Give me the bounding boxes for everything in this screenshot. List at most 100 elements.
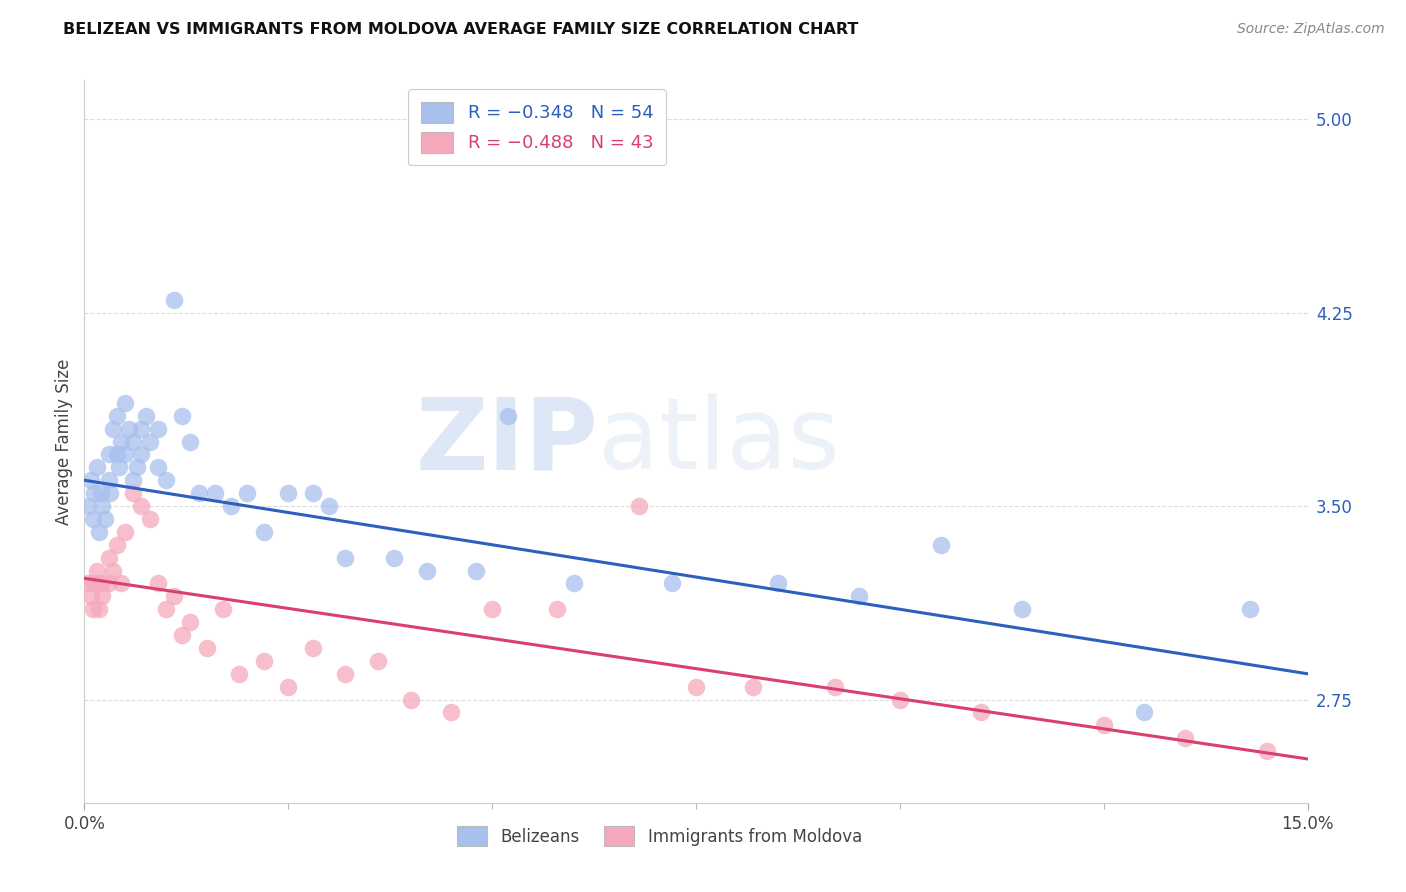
Point bbox=[546, 602, 568, 616]
Point bbox=[1092, 718, 1115, 732]
Point bbox=[1174, 731, 1197, 746]
Point bbox=[627, 499, 650, 513]
Point bbox=[1256, 744, 1278, 758]
Point bbox=[661, 576, 683, 591]
Point bbox=[97, 473, 120, 487]
Point bbox=[335, 666, 357, 681]
Point bbox=[848, 590, 870, 604]
Point bbox=[82, 512, 104, 526]
Point bbox=[416, 564, 439, 578]
Point bbox=[138, 434, 160, 449]
Point bbox=[87, 524, 110, 539]
Point bbox=[114, 396, 136, 410]
Point bbox=[80, 473, 103, 487]
Point bbox=[105, 447, 128, 461]
Text: ZIP: ZIP bbox=[415, 393, 598, 490]
Point bbox=[889, 692, 911, 706]
Point bbox=[83, 486, 105, 500]
Point bbox=[135, 409, 157, 423]
Y-axis label: Average Family Size: Average Family Size bbox=[55, 359, 73, 524]
Point bbox=[118, 422, 141, 436]
Point bbox=[101, 564, 124, 578]
Point bbox=[87, 602, 110, 616]
Point bbox=[146, 422, 169, 436]
Point bbox=[742, 680, 765, 694]
Point bbox=[824, 680, 846, 694]
Point bbox=[107, 460, 129, 475]
Point bbox=[127, 460, 149, 475]
Point bbox=[97, 550, 120, 565]
Point bbox=[481, 602, 503, 616]
Point bbox=[131, 447, 153, 461]
Point bbox=[83, 576, 105, 591]
Point bbox=[172, 628, 194, 642]
Point bbox=[685, 680, 707, 694]
Point bbox=[114, 447, 136, 461]
Point bbox=[766, 576, 789, 591]
Point bbox=[970, 706, 993, 720]
Point bbox=[335, 550, 357, 565]
Point bbox=[114, 524, 136, 539]
Point bbox=[219, 499, 242, 513]
Point bbox=[131, 499, 153, 513]
Point bbox=[1133, 706, 1156, 720]
Point bbox=[195, 640, 218, 655]
Point bbox=[253, 524, 276, 539]
Point bbox=[212, 602, 235, 616]
Point bbox=[179, 615, 201, 630]
Point bbox=[101, 422, 124, 436]
Text: BELIZEAN VS IMMIGRANTS FROM MOLDOVA AVERAGE FAMILY SIZE CORRELATION CHART: BELIZEAN VS IMMIGRANTS FROM MOLDOVA AVER… bbox=[63, 22, 859, 37]
Point bbox=[163, 590, 186, 604]
Point bbox=[179, 434, 201, 449]
Point bbox=[187, 486, 209, 500]
Point bbox=[277, 486, 299, 500]
Point bbox=[86, 564, 108, 578]
Point bbox=[122, 473, 145, 487]
Point bbox=[236, 486, 259, 500]
Point bbox=[301, 640, 323, 655]
Point bbox=[440, 706, 463, 720]
Point bbox=[90, 486, 112, 500]
Point bbox=[138, 512, 160, 526]
Point bbox=[1239, 602, 1261, 616]
Legend: Belizeans, Immigrants from Moldova: Belizeans, Immigrants from Moldova bbox=[450, 820, 869, 852]
Text: atlas: atlas bbox=[598, 393, 839, 490]
Point bbox=[146, 576, 169, 591]
Point bbox=[172, 409, 194, 423]
Point bbox=[105, 538, 128, 552]
Point bbox=[204, 486, 226, 500]
Point bbox=[301, 486, 323, 500]
Point bbox=[93, 512, 115, 526]
Point bbox=[80, 590, 103, 604]
Point bbox=[97, 576, 120, 591]
Point bbox=[163, 293, 186, 307]
Point bbox=[77, 576, 100, 591]
Point bbox=[464, 564, 486, 578]
Point bbox=[86, 460, 108, 475]
Point bbox=[228, 666, 250, 681]
Point bbox=[110, 434, 132, 449]
Point bbox=[131, 422, 153, 436]
Text: Source: ZipAtlas.com: Source: ZipAtlas.com bbox=[1237, 22, 1385, 37]
Point bbox=[277, 680, 299, 694]
Point bbox=[498, 409, 520, 423]
Point bbox=[110, 576, 132, 591]
Point bbox=[155, 602, 177, 616]
Point bbox=[97, 447, 120, 461]
Point bbox=[318, 499, 340, 513]
Point bbox=[929, 538, 952, 552]
Point bbox=[91, 499, 114, 513]
Point bbox=[122, 434, 145, 449]
Point bbox=[146, 460, 169, 475]
Point bbox=[367, 654, 389, 668]
Point bbox=[105, 409, 128, 423]
Point bbox=[90, 576, 112, 591]
Point bbox=[82, 602, 104, 616]
Point bbox=[1011, 602, 1033, 616]
Point bbox=[155, 473, 177, 487]
Point bbox=[91, 590, 114, 604]
Point bbox=[100, 486, 122, 500]
Point bbox=[77, 499, 100, 513]
Point bbox=[382, 550, 405, 565]
Point bbox=[253, 654, 276, 668]
